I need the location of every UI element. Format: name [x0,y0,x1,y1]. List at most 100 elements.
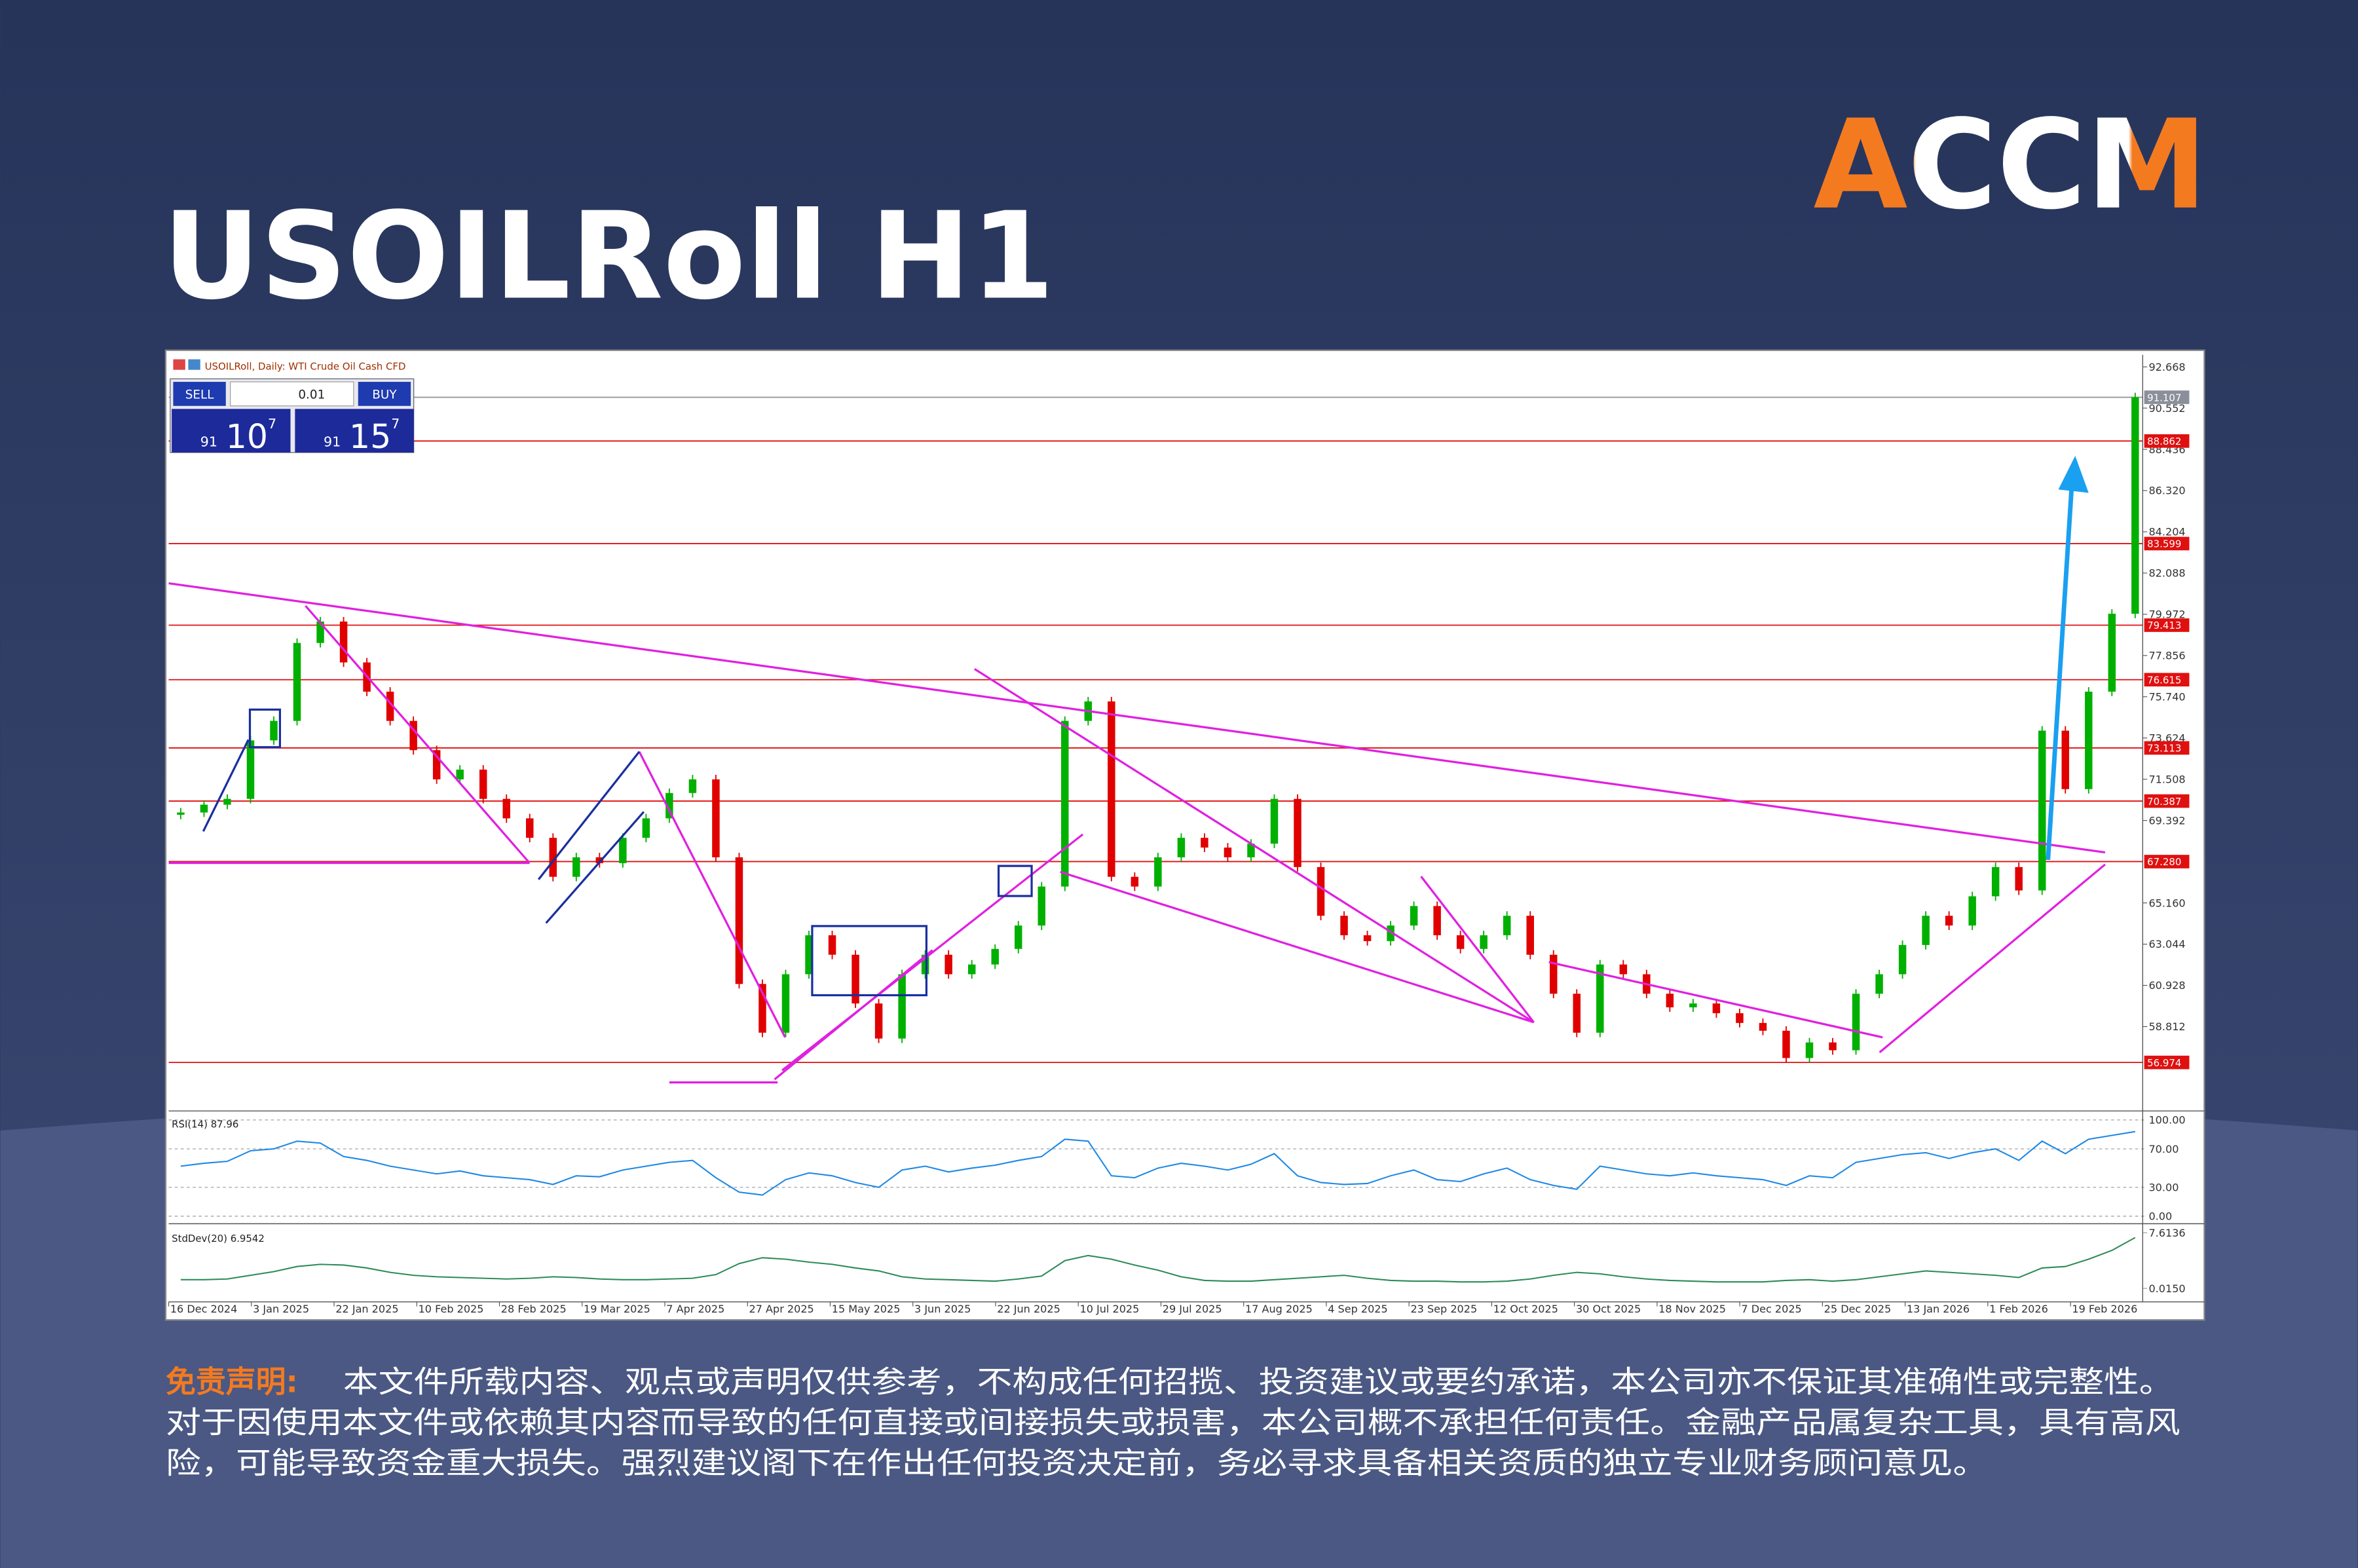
x-tick-label: 4 Sep 2025 [1328,1303,1388,1315]
y-tick-label: 69.392 [2148,814,2185,827]
disclaimer-text: 险，可能导致资金重大损失。强烈建议阁下在作出任何投资决定前，务必寻求具备相关资质… [166,1445,1988,1480]
candle [386,692,394,721]
box [997,865,1033,897]
candle [1922,916,1930,945]
y-tick-label: 0.0150 [2148,1282,2185,1295]
level-label-box [2144,741,2190,755]
title: USOILRoll H1 [162,187,1054,326]
x-tick-label: 12 Oct 2025 [1493,1303,1558,1315]
candle [316,621,324,643]
x-tick-label: 3 Jun 2025 [914,1303,971,1315]
candle [549,838,557,877]
x-tick-label: 13 Jan 2026 [1907,1303,1970,1315]
candle [1294,798,1301,867]
price-main: 15 [349,417,391,456]
y-tick-label: 7.6136 [2148,1227,2185,1239]
level-label-box [2144,794,2190,808]
level-label-box [2144,855,2190,868]
buy-label: BUY [372,388,397,401]
sell-price-box[interactable] [172,409,291,453]
buy-price-box[interactable] [295,409,414,453]
plot: 92.66890.55288.43686.32084.20482.08879.9… [168,361,2190,1315]
candle [595,857,604,863]
candle [781,974,790,1033]
candle [1270,798,1279,844]
disclaimer-label: 免责声明: [166,1364,298,1399]
chart-header: USOILRoll, Daily: WTI Crude Oil Cash CFD [173,359,405,373]
candle [2038,730,2046,891]
candle [828,935,836,955]
candle [805,935,813,975]
candle [1712,1003,1721,1013]
stddev-label: StdDev(20) 6.9542 [172,1233,265,1244]
level-label: 56.974 [2147,1057,2181,1069]
candle [1782,1030,1790,1058]
trendline [1548,961,1883,1039]
candle [1247,844,1255,857]
level-label: 73.113 [2147,743,2181,755]
x-tick-label: 17 Aug 2025 [1245,1303,1313,1315]
candle [1736,1013,1744,1023]
y-tick-label: 0.00 [2148,1210,2172,1223]
candle [619,838,627,863]
candle [2108,614,2116,692]
candle [1201,838,1208,848]
level-label: 79.413 [2147,620,2181,631]
candle [642,818,650,838]
candle [572,857,580,877]
candle [1410,906,1418,926]
rsi-label: RSI(14) 87.96 [172,1118,238,1130]
level-label-box [2144,434,2190,448]
disclaimer-text: 对于因使用本文件或依赖其内容而导致的任何直接或间接损失或损害，本公司概不承担任何… [166,1404,2180,1440]
level-label: 88.862 [2147,436,2181,447]
x-tick-label: 15 May 2025 [832,1303,901,1315]
candle [967,964,976,975]
x-tick-label: 29 Jul 2025 [1163,1303,1222,1315]
y-tick-label: 63.044 [2148,938,2185,950]
candle [1898,944,1907,975]
x-tick-label: 30 Oct 2025 [1576,1303,1641,1315]
candle [1805,1042,1814,1058]
x-tick-label: 22 Jan 2025 [335,1303,398,1315]
candle [1433,906,1441,935]
trade-panel: SELL 0.01 BUY 91 10 7 91 15 7 [170,378,415,456]
buy-button[interactable] [358,382,411,406]
candle [712,779,720,857]
candle [293,643,301,721]
candle [874,1003,883,1039]
x-tick-label: 7 Apr 2025 [666,1303,724,1315]
x-tick-label: 10 Feb 2025 [419,1303,484,1315]
x-tick-label: 22 Jun 2025 [997,1303,1060,1315]
x-tick-label: 27 Apr 2025 [749,1303,814,1315]
channel-line [202,739,250,832]
candle [1038,886,1045,926]
lot-input[interactable] [230,381,354,407]
lot-value: 0.01 [298,388,325,401]
y-tick-label: 86.320 [2148,485,2185,497]
candle [1061,720,1069,887]
sell-button[interactable] [173,382,226,406]
candle [1759,1022,1767,1031]
trendline [1879,863,2106,1053]
y-tick-label: 77.856 [2148,650,2185,662]
disclaimer: 免责声明: 本文件所载内容、观点或声明仅供参考，不构成任何招揽、投资建议或要约承… [166,1364,2180,1480]
candle [758,984,766,1033]
candle [1596,964,1604,1033]
y-tick-label: 84.204 [2148,526,2185,538]
level-label: 76.615 [2147,674,2181,686]
candle [1619,964,1628,975]
candle [1177,838,1186,857]
candle [1875,974,1883,994]
x-tick-label: 28 Feb 2025 [501,1303,567,1315]
candle [409,720,417,751]
candle [1108,701,1115,877]
candle [1363,935,1372,941]
candle [200,804,208,813]
trendline [168,582,2106,854]
candle [665,793,673,819]
current-price-label: 91.107 [2147,392,2181,403]
x-tick-label: 10 Jul 2025 [1080,1303,1140,1315]
candle [502,798,510,819]
x-tick-label: 23 Sep 2025 [1410,1303,1477,1315]
